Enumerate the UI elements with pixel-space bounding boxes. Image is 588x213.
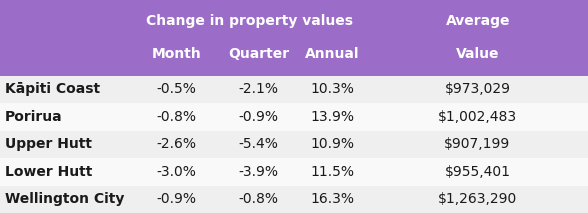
Text: -0.9%: -0.9% (239, 110, 279, 124)
Text: Quarter: Quarter (228, 47, 289, 61)
Text: Month: Month (152, 47, 201, 61)
Bar (0, 186, 588, 213)
Bar (0, 103, 588, 131)
Text: 11.5%: 11.5% (310, 165, 354, 179)
Text: -0.8%: -0.8% (156, 110, 196, 124)
Text: -2.1%: -2.1% (239, 82, 279, 96)
Text: Lower Hutt: Lower Hutt (5, 165, 92, 179)
Text: -5.4%: -5.4% (239, 137, 279, 151)
Text: $1,002,483: $1,002,483 (438, 110, 517, 124)
Text: Average: Average (446, 14, 510, 28)
Bar (0, 0, 588, 76)
Text: Porirua: Porirua (5, 110, 62, 124)
Text: -0.5%: -0.5% (156, 82, 196, 96)
Text: 10.9%: 10.9% (310, 137, 354, 151)
Text: -0.8%: -0.8% (239, 192, 279, 206)
Text: -2.6%: -2.6% (156, 137, 196, 151)
Text: Value: Value (456, 47, 499, 61)
Text: $907,199: $907,199 (445, 137, 510, 151)
Text: Wellington City: Wellington City (5, 192, 124, 206)
Bar (0, 158, 588, 186)
Bar (0, 76, 588, 103)
Text: $1,263,290: $1,263,290 (438, 192, 517, 206)
Text: -3.9%: -3.9% (239, 165, 279, 179)
Text: Change in property values: Change in property values (146, 14, 353, 28)
Text: Annual: Annual (305, 47, 359, 61)
Text: -3.0%: -3.0% (156, 165, 196, 179)
Text: Upper Hutt: Upper Hutt (5, 137, 92, 151)
Text: $955,401: $955,401 (445, 165, 510, 179)
Bar (0, 131, 588, 158)
Text: 10.3%: 10.3% (310, 82, 354, 96)
Text: $973,029: $973,029 (445, 82, 510, 96)
Text: 16.3%: 16.3% (310, 192, 354, 206)
Text: 13.9%: 13.9% (310, 110, 354, 124)
Text: Kāpiti Coast: Kāpiti Coast (5, 82, 100, 96)
Text: -0.9%: -0.9% (156, 192, 196, 206)
